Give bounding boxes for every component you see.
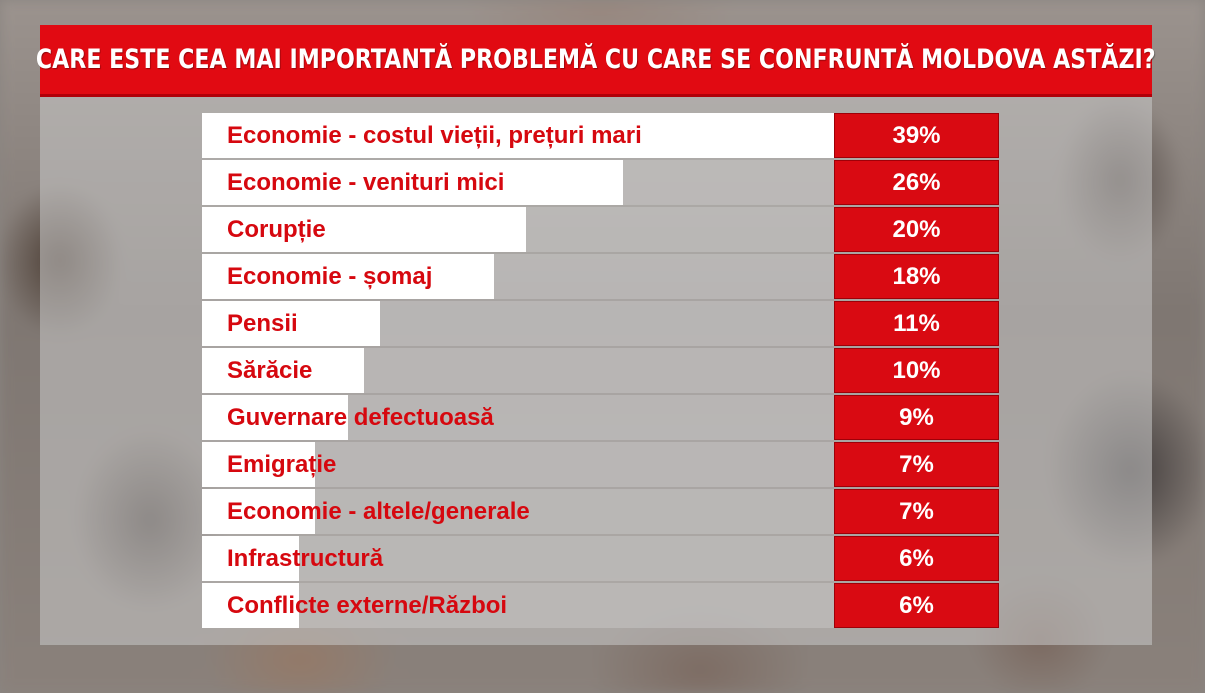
bar-track xyxy=(202,489,834,534)
bar-label: Economie - venituri mici xyxy=(227,169,505,196)
bar-value-label: 11% xyxy=(834,301,999,346)
bar-row: Guvernare defectuoasă 9% xyxy=(202,395,999,440)
bar-row: Economie - șomaj 18% xyxy=(202,254,999,299)
bar-label: Corupție xyxy=(227,216,326,243)
bar-track xyxy=(202,442,834,487)
bar-track xyxy=(202,348,834,393)
bar-track xyxy=(202,207,834,252)
bar-label: Conflicte externe/Război xyxy=(227,592,508,619)
bar-track xyxy=(202,395,834,440)
bar-row: Emigrație 7% xyxy=(202,442,999,487)
bar-label: Emigrație xyxy=(227,451,337,478)
bar-label: Infrastructură xyxy=(227,545,384,572)
bar-fill xyxy=(202,113,834,158)
bar-value-label: 26% xyxy=(834,160,999,205)
bar-fill xyxy=(202,536,300,581)
bar-fill xyxy=(202,301,381,346)
bar-label: Economie - șomaj xyxy=(227,263,433,290)
bar-fill xyxy=(202,207,527,252)
bar-row: Pensii 11% xyxy=(202,301,999,346)
bar-track xyxy=(202,113,834,158)
bar-fill xyxy=(202,348,365,393)
bar-row: Economie - venituri mici 26% xyxy=(202,160,999,205)
bar-label: Pensii xyxy=(227,310,298,337)
bar-fill xyxy=(202,489,316,534)
bar-value-label: 20% xyxy=(834,207,999,252)
title-bar: CARE ESTE CEA MAI IMPORTANTĂ PROBLEMĂ CU… xyxy=(36,25,1156,97)
bar-label: Guvernare defectuoasă xyxy=(227,404,494,431)
bar-row: Corupție 20% xyxy=(202,207,999,252)
bar-track xyxy=(202,536,834,581)
bar-value-label: 39% xyxy=(834,113,999,158)
bar-fill xyxy=(202,395,348,440)
bar-label: Economie - costul vieții, prețuri mari xyxy=(227,122,642,149)
bar-row: Sărăcie 10% xyxy=(202,348,999,393)
bar-row: Economie - costul vieții, prețuri mari 39… xyxy=(202,113,999,158)
bar-fill xyxy=(202,254,494,299)
bar-row: Economie - altele/generale 7% xyxy=(202,489,999,534)
chart-title: CARE ESTE CEA MAI IMPORTANTĂ PROBLEMĂ CU… xyxy=(36,44,1156,75)
bar-value-label: 9% xyxy=(834,395,999,440)
bar-track xyxy=(202,583,834,628)
bar-value-label: 6% xyxy=(834,583,999,628)
bar-value-label: 10% xyxy=(834,348,999,393)
bar-track xyxy=(202,301,834,346)
bar-value-label: 6% xyxy=(834,536,999,581)
bar-track xyxy=(202,160,834,205)
bar-value-label: 7% xyxy=(834,442,999,487)
bar-value-label: 18% xyxy=(834,254,999,299)
bar-fill xyxy=(202,442,316,487)
bar-row: Conflicte externe/Război 6% xyxy=(202,583,999,628)
bar-fill xyxy=(202,160,624,205)
bar-fill xyxy=(202,583,300,628)
bar-label: Sărăcie xyxy=(227,357,313,384)
bar-list: Economie - costul vieții, prețuri mari 39… xyxy=(202,113,999,630)
bar-label: Economie - altele/generale xyxy=(227,498,530,525)
bar-row: Infrastructură 6% xyxy=(202,536,999,581)
bar-value-label: 7% xyxy=(834,489,999,534)
bar-track xyxy=(202,254,834,299)
